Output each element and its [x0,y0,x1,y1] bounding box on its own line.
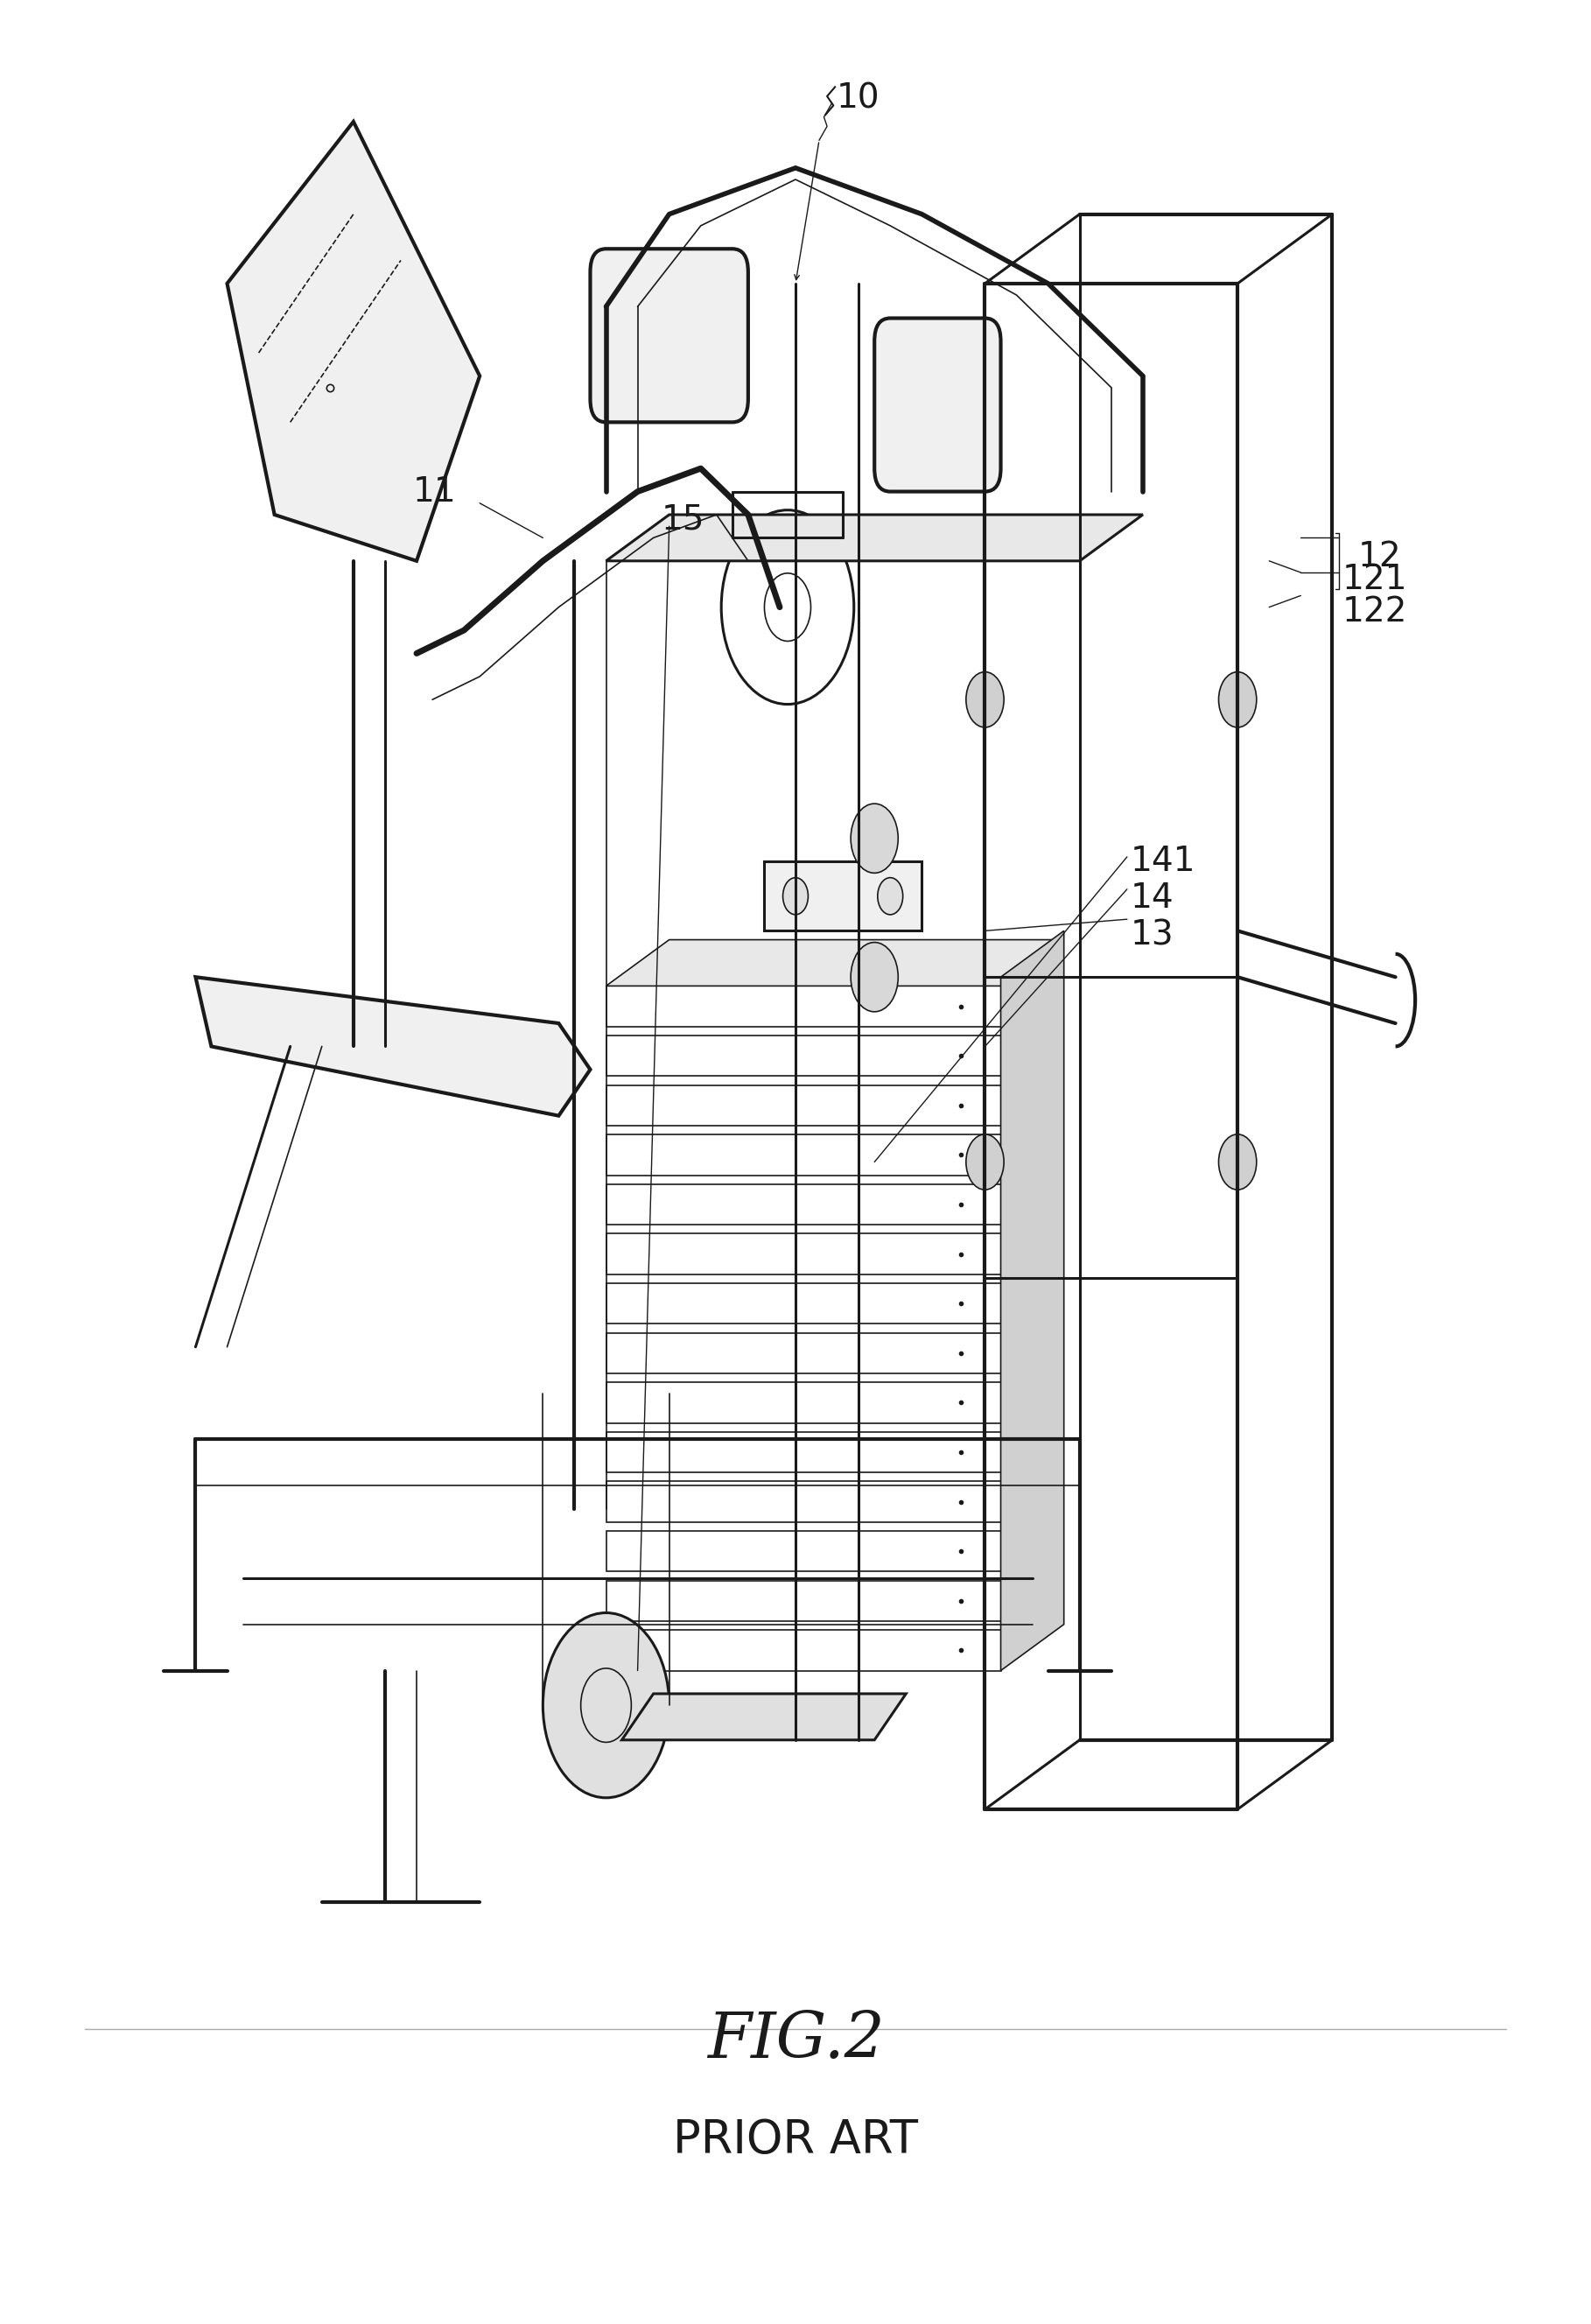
Circle shape [878,878,902,916]
Text: 15: 15 [662,502,705,537]
Polygon shape [1001,932,1064,1671]
Text: FIG.2: FIG.2 [706,2010,885,2071]
Polygon shape [228,121,480,560]
Circle shape [851,804,899,874]
Circle shape [851,941,899,1011]
Text: 11: 11 [412,474,457,509]
Text: 12: 12 [1357,539,1402,574]
Text: 141: 141 [1130,846,1195,878]
Polygon shape [764,862,921,932]
Polygon shape [196,976,590,1116]
Circle shape [543,1613,670,1799]
Circle shape [966,1134,1004,1190]
Polygon shape [606,514,1142,560]
Text: 122: 122 [1341,595,1406,627]
Text: 121: 121 [1341,562,1406,595]
Text: 14: 14 [1130,881,1174,916]
FancyBboxPatch shape [590,249,748,423]
FancyBboxPatch shape [875,318,1001,493]
Circle shape [966,672,1004,727]
Text: 13: 13 [1130,918,1174,953]
Circle shape [1219,672,1257,727]
Text: 10: 10 [837,81,880,116]
Polygon shape [622,1694,905,1741]
Circle shape [783,878,808,916]
Polygon shape [606,939,1064,985]
Text: PRIOR ART: PRIOR ART [673,2117,918,2164]
Circle shape [1219,1134,1257,1190]
